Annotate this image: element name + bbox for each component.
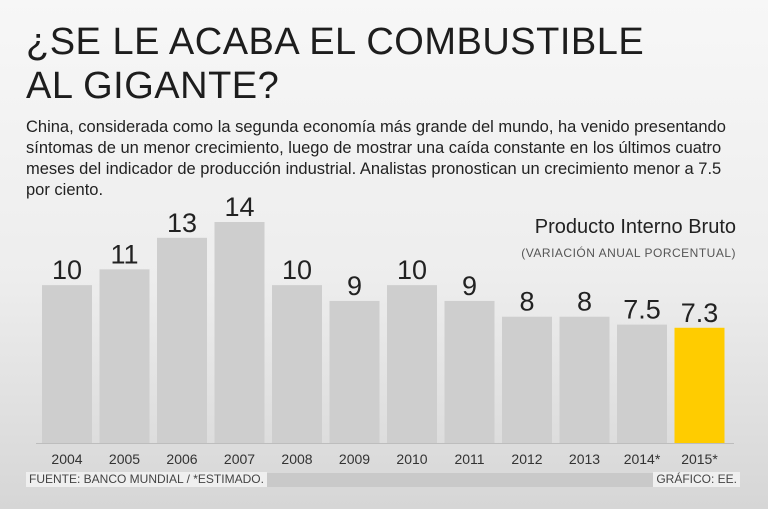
x-tick-label: 2013	[569, 451, 600, 467]
x-tick-label: 2006	[166, 451, 197, 467]
value-label: 10	[52, 255, 82, 285]
x-tick-label: 2008	[281, 451, 312, 467]
title-line-1: ¿SE LE ACABA EL COMBUSTIBLE	[26, 21, 645, 63]
bar-2008	[272, 285, 322, 443]
bar-2005	[99, 269, 150, 443]
graphic-credit: GRÁFICO: EE.	[653, 472, 740, 487]
value-label: 14	[224, 192, 254, 222]
x-tick-label: 2012	[511, 451, 542, 467]
x-tick-label: 2004	[51, 451, 82, 467]
x-tick-label: 2011	[454, 451, 484, 467]
x-tick-label: 2007	[224, 451, 255, 467]
bar-2006	[157, 237, 207, 443]
x-tick-label: 2015*	[681, 451, 718, 467]
intro-paragraph: China, considerada como la segunda econo…	[26, 118, 726, 199]
title-line-2: AL GIGANTE?	[26, 65, 280, 107]
value-label: 13	[167, 208, 197, 238]
bar-2004	[42, 285, 92, 443]
page-title: ¿SE LE ACABA EL COMBUSTIBLE AL GIGANTE?	[26, 20, 644, 108]
bar-2015-est	[674, 327, 725, 443]
value-label: 8	[519, 287, 534, 317]
source-note: FUENTE: BANCO MUNDIAL / *ESTIMADO.	[26, 472, 267, 487]
bar-2010	[387, 285, 437, 443]
bar-2013	[559, 316, 610, 443]
x-tick-label: 2005	[109, 451, 140, 467]
x-tick-label: 2014*	[624, 451, 661, 467]
x-tick-label: 2009	[339, 451, 370, 467]
value-label: 7.3	[681, 298, 719, 328]
x-tick-label: 2010	[396, 451, 427, 467]
value-label: 7.5	[623, 295, 661, 325]
chart-subtitle: (VARIACIÓN ANUAL PORCENTUAL)	[521, 246, 736, 260]
value-label: 10	[397, 255, 427, 285]
bar-2009	[329, 300, 380, 443]
value-label: 9	[462, 271, 477, 301]
bar-2011	[444, 300, 495, 443]
bar-2007	[214, 222, 265, 443]
value-label: 8	[577, 287, 592, 317]
chart-title: Producto Interno Bruto	[534, 216, 736, 238]
value-label: 9	[347, 271, 362, 301]
value-label: 10	[282, 255, 312, 285]
bar-2014-est	[617, 324, 667, 443]
value-label: 11	[110, 239, 138, 269]
bar-2012	[502, 316, 552, 443]
